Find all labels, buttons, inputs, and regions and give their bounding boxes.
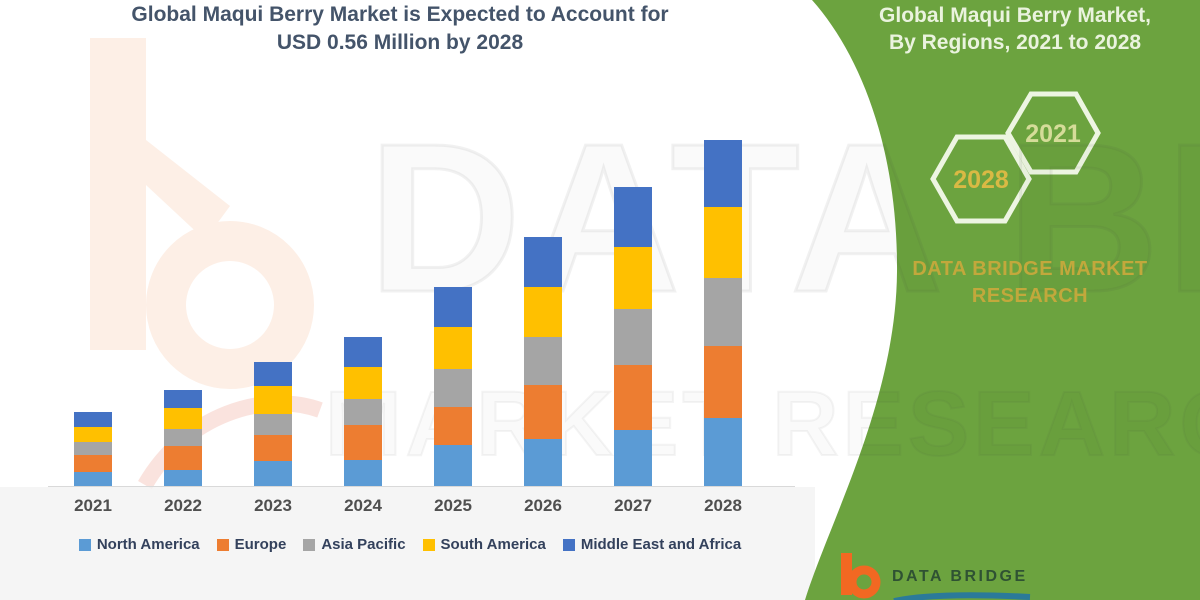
bar-segment-2021-north-america xyxy=(74,472,112,486)
legend-marker xyxy=(78,538,91,551)
bar-2023 xyxy=(254,362,292,486)
x-axis-label-2027: 2027 xyxy=(614,496,652,515)
legend-label: North America xyxy=(96,536,200,553)
x-axis-label-2025: 2025 xyxy=(434,496,472,515)
legend-label: Europe xyxy=(234,536,287,553)
legend-item-europe: Europe xyxy=(216,536,287,553)
bar-2028 xyxy=(704,140,742,486)
bar-2024 xyxy=(344,337,382,486)
bar-segment-2025-middle-east-and-africa xyxy=(434,287,472,327)
bar-segment-2028-south-america xyxy=(704,207,742,278)
bar-segment-2026-europe xyxy=(524,385,562,439)
chart-legend: North America Europe Asia Pacific South Ame… xyxy=(20,536,800,553)
green-panel-shape xyxy=(805,0,1200,600)
x-axis-label-2028: 2028 xyxy=(704,496,742,515)
bar-segment-2023-north-america xyxy=(254,461,292,486)
chart-title-line2: USD 0.56 Million by 2028 xyxy=(276,31,524,54)
bar-segment-2025-europe xyxy=(434,407,472,445)
bar-segment-2023-middle-east-and-africa xyxy=(254,362,292,386)
bar-segment-2023-europe xyxy=(254,435,292,461)
bar-segment-2024-europe xyxy=(344,425,382,460)
bar-segment-2026-north-america xyxy=(524,439,562,486)
bar-segment-2021-middle-east-and-africa xyxy=(74,412,112,427)
bar-2026 xyxy=(524,237,562,486)
bar-segment-2021-south-america xyxy=(74,427,112,442)
bar-segment-2025-asia-pacific xyxy=(434,369,472,407)
legend-marker xyxy=(216,538,229,551)
side-panel-brand-line2: RESEARCH xyxy=(971,285,1089,307)
bar-segment-2022-europe xyxy=(164,446,202,470)
legend-marker xyxy=(303,538,316,551)
bar-segment-2022-middle-east-and-africa xyxy=(164,390,202,408)
legend-label: Middle East and Africa xyxy=(580,536,742,553)
legend-label: Asia Pacific xyxy=(321,536,406,553)
x-axis-label-2024: 2024 xyxy=(344,496,382,515)
hexagon-2021-outline xyxy=(1005,91,1101,175)
bar-segment-2027-south-america xyxy=(614,247,652,309)
bar-segment-2028-north-america xyxy=(704,418,742,486)
data-bridge-b-watermark-icon xyxy=(90,38,323,490)
bar-segment-2026-south-america xyxy=(524,287,562,337)
legend-item-north-america: North America xyxy=(78,536,200,553)
bar-segment-2027-north-america xyxy=(614,430,652,486)
bar-segment-2024-asia-pacific xyxy=(344,399,382,425)
bar-2022 xyxy=(164,390,202,486)
hexagon-2028-outline xyxy=(930,134,1032,224)
watermark-text-row1: DATA BRIDGE xyxy=(367,98,1200,338)
bar-segment-2025-south-america xyxy=(434,327,472,369)
x-axis-label-2026: 2026 xyxy=(524,496,562,515)
side-panel-brand-line1: DATA BRIDGE MARKET xyxy=(912,258,1148,280)
hexagon-2028-label: 2028 xyxy=(953,166,1009,194)
bar-segment-2024-south-america xyxy=(344,367,382,399)
bar-segment-2021-europe xyxy=(74,455,112,472)
bar-2025 xyxy=(434,287,472,486)
bar-2021 xyxy=(74,412,112,486)
bar-segment-2027-europe xyxy=(614,365,652,430)
bar-segment-2027-middle-east-and-africa xyxy=(614,187,652,247)
legend-item-asia-pacific: Asia Pacific xyxy=(303,536,406,553)
bar-segment-2026-middle-east-and-africa xyxy=(524,237,562,287)
x-axis-line xyxy=(48,486,795,487)
legend-label: South America xyxy=(440,536,546,553)
chart-title-line1: Global Maqui Berry Market is Expected to… xyxy=(131,3,669,26)
bar-segment-2028-europe xyxy=(704,346,742,418)
bar-segment-2023-asia-pacific xyxy=(254,414,292,435)
legend-item-south-america: South America xyxy=(422,536,546,553)
data-bridge-b-icon xyxy=(841,553,881,599)
side-panel-heading: Global Maqui Berry Market, By Regions, 2… xyxy=(845,2,1185,56)
legend-marker xyxy=(562,538,575,551)
bar-segment-2024-north-america xyxy=(344,460,382,486)
side-panel-brand-name: DATA BRIDGE MARKET RESEARCH xyxy=(880,256,1180,310)
bar-segment-2022-north-america xyxy=(164,470,202,486)
side-panel-heading-line1: Global Maqui Berry Market, xyxy=(879,4,1151,27)
chart-title: Global Maqui Berry Market is Expected to… xyxy=(60,1,740,57)
bar-segment-2022-south-america xyxy=(164,408,202,429)
x-axis-label-2023: 2023 xyxy=(254,496,292,515)
bar-segment-2027-asia-pacific xyxy=(614,309,652,365)
bar-segment-2024-middle-east-and-africa xyxy=(344,337,382,367)
bar-segment-2026-asia-pacific xyxy=(524,337,562,385)
bar-segment-2028-middle-east-and-africa xyxy=(704,140,742,207)
bar-segment-2021-asia-pacific xyxy=(74,442,112,455)
bar-segment-2025-north-america xyxy=(434,445,472,486)
footer-brand-text: DATA BRIDGE xyxy=(892,568,1028,585)
footer-logo-swoosh xyxy=(893,592,1031,600)
bar-segment-2023-south-america xyxy=(254,386,292,414)
side-panel-heading-line2: By Regions, 2021 to 2028 xyxy=(888,31,1142,54)
bar-segment-2022-asia-pacific xyxy=(164,429,202,446)
bar-2027 xyxy=(614,187,652,486)
hexagon-2021-label: 2021 xyxy=(1025,120,1081,148)
bottom-gray-band xyxy=(0,487,815,600)
bar-segment-2028-asia-pacific xyxy=(704,278,742,346)
x-axis-label-2022: 2022 xyxy=(164,496,202,515)
legend-marker xyxy=(422,538,435,551)
x-axis-label-2021: 2021 xyxy=(74,496,112,515)
legend-item-middle-east-and-africa: Middle East and Africa xyxy=(562,536,742,553)
stacked-bar-chart: 2021 2022 2023 2024 2025 2026 2027 2028 xyxy=(74,140,742,515)
